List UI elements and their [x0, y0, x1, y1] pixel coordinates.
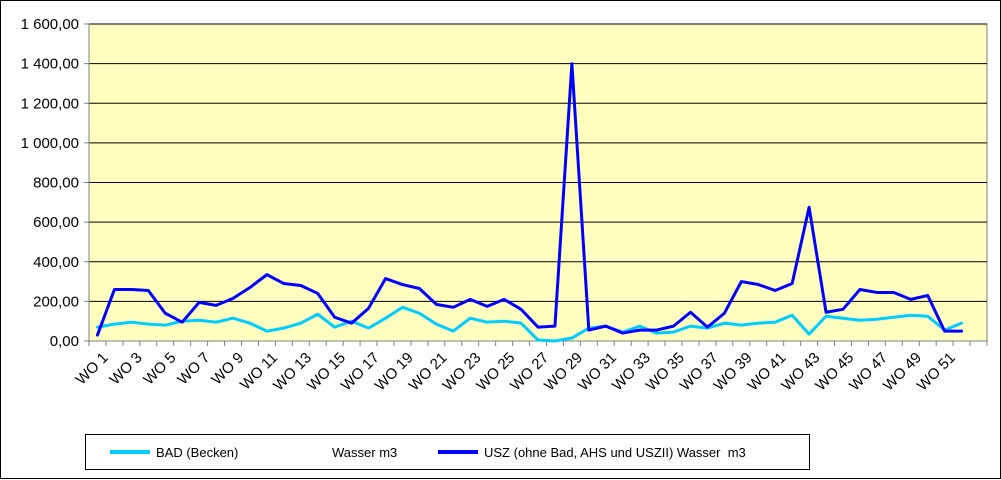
- y-tick-label: 800,00: [33, 175, 79, 192]
- legend-swatch-usz: [438, 450, 478, 454]
- gridlines: [89, 23, 987, 302]
- x-tick-label: WO 7: [174, 349, 213, 388]
- series-line-bad: [95, 305, 964, 343]
- x-tick-label: WO 5: [140, 349, 179, 388]
- legend-label-bad: BAD (Becken): [156, 444, 239, 460]
- x-tick-label: WO 3: [106, 349, 145, 388]
- y-tick-label: 400,00: [33, 254, 79, 271]
- legend-label-usz: USZ (ohne Bad, AHS und USZII) Wasser m3: [484, 444, 746, 460]
- y-tick-label: 200,00: [33, 293, 79, 310]
- y-tick-label: 1 200,00: [21, 95, 79, 112]
- y-tick-label: 600,00: [33, 214, 79, 231]
- y-tick-label: 1 600,00: [21, 16, 79, 33]
- y-tick-label: 1 000,00: [21, 135, 79, 152]
- series-lines: [95, 62, 964, 343]
- x-tick-label: WO 51: [914, 349, 959, 394]
- legend-item-usz: USZ (ohne Bad, AHS und USZII) Wasser m3: [438, 435, 746, 469]
- y-tick-label: 0,00: [50, 333, 79, 350]
- x-tick-label: WO 1: [73, 349, 112, 388]
- y-tick-label: 1 400,00: [21, 56, 79, 73]
- series-line-usz: [95, 62, 964, 337]
- legend-label-unit: Wasser m3: [332, 444, 398, 460]
- legend-swatch-bad: [110, 450, 150, 454]
- legend-item-unit: Wasser m3: [332, 435, 397, 469]
- legend-item-bad: BAD (Becken): [110, 435, 238, 469]
- y-tick-labels: 0,00 200,00 400,00 600,00 800,00 1 000,00 1 20…: [21, 16, 79, 350]
- legend: BAD (Becken) Wasser m3 USZ (ohne Bad, AH…: [85, 434, 810, 470]
